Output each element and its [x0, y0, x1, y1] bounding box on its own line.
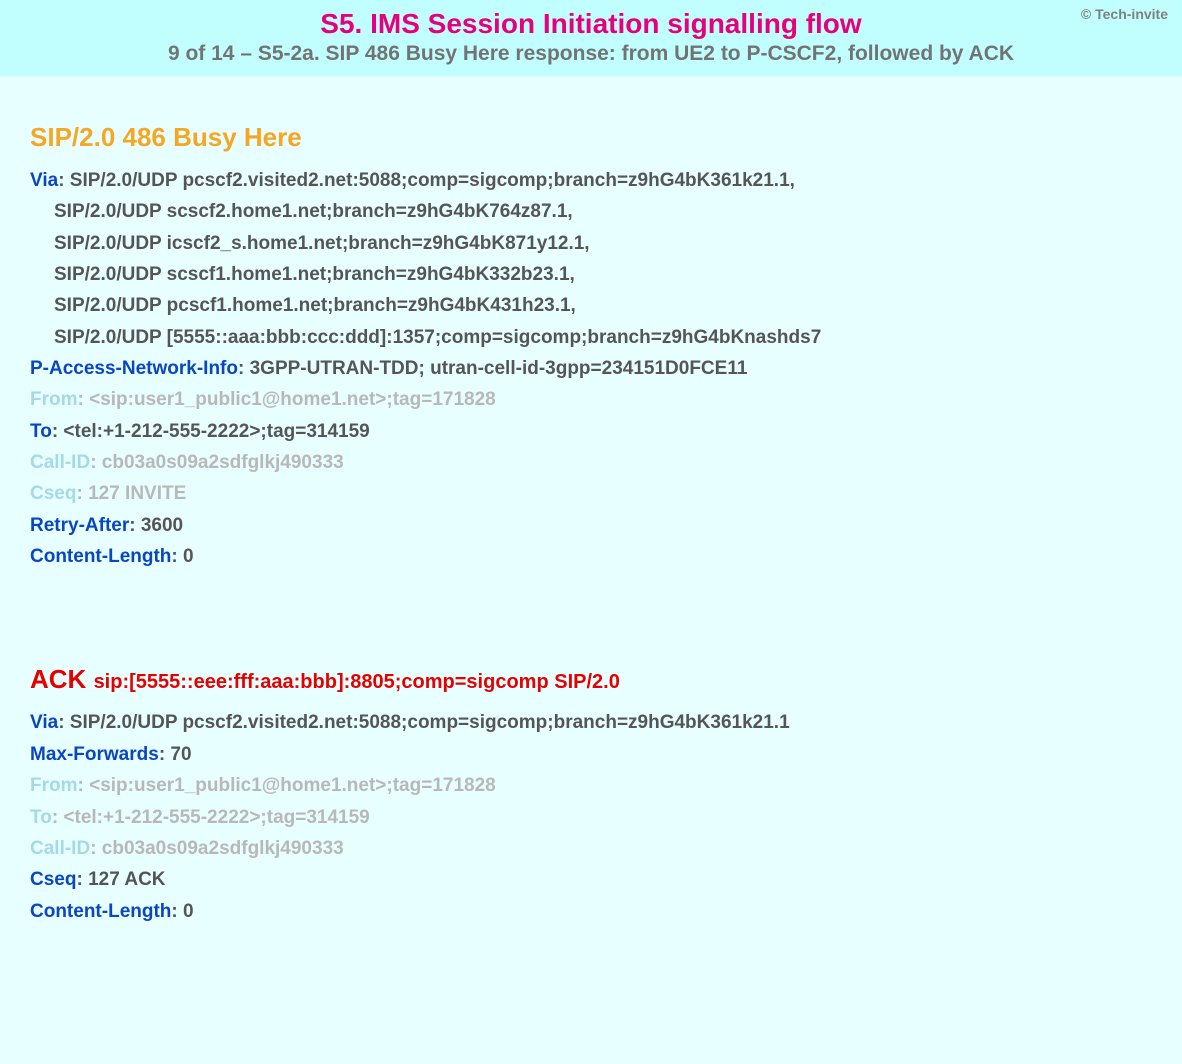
header-key: Call-ID: [30, 838, 90, 859]
header-value: : 0: [171, 546, 193, 567]
header-key: From: [30, 389, 78, 410]
header-key: P-Access-Network-Info: [30, 358, 238, 379]
header-value: : <tel:+1-212-555-2222>;tag=314159: [52, 807, 370, 828]
header-cseq: Cseq: 127 ACK: [30, 864, 1152, 895]
header-key: Retry-After: [30, 515, 129, 536]
page-title: S5. IMS Session Initiation signalling fl…: [14, 8, 1168, 40]
header-value: : 0: [171, 901, 193, 922]
header-via: Via: SIP/2.0/UDP pcscf2.visited2.net:508…: [30, 707, 1152, 738]
header-value: : 3600: [129, 515, 183, 536]
header-call-id: Call-ID: cb03a0s09a2sdfglkj490333: [30, 833, 1152, 864]
header-key: Via: [30, 170, 58, 191]
header-value: : 3GPP-UTRAN-TDD; utran-cell-id-3gpp=234…: [238, 358, 747, 379]
header-via-cont: SIP/2.0/UDP [5555::aaa:bbb:ccc:ddd]:1357…: [30, 322, 1152, 353]
header-value: : <sip:user1_public1@home1.net>;tag=1718…: [78, 389, 496, 410]
header-from: From: <sip:user1_public1@home1.net>;tag=…: [30, 770, 1152, 801]
sip-response-block: SIP/2.0 486 Busy Here Via: SIP/2.0/UDP p…: [30, 122, 1152, 572]
header-key: To: [30, 421, 52, 442]
header-p-access-network-info: P-Access-Network-Info: 3GPP-UTRAN-TDD; u…: [30, 353, 1152, 384]
header-key: Call-ID: [30, 452, 90, 473]
header: © Tech-invite S5. IMS Session Initiation…: [0, 0, 1182, 76]
content: SIP/2.0 486 Busy Here Via: SIP/2.0/UDP p…: [0, 76, 1182, 1049]
header-content-length: Content-Length: 0: [30, 541, 1152, 572]
header-key: Via: [30, 712, 58, 733]
header-via-cont: SIP/2.0/UDP scscf1.home1.net;branch=z9hG…: [30, 259, 1152, 290]
header-value: : SIP/2.0/UDP pcscf2.visited2.net:5088;c…: [58, 170, 795, 191]
header-value: : 127 ACK: [76, 869, 165, 890]
ack-request-uri: sip:[5555::eee:fff:aaa:bbb]:8805;comp=si…: [94, 671, 620, 693]
header-value: : SIP/2.0/UDP pcscf2.visited2.net:5088;c…: [58, 712, 789, 733]
header-to: To: <tel:+1-212-555-2222>;tag=314159: [30, 416, 1152, 447]
header-from: From: <sip:user1_public1@home1.net>;tag=…: [30, 384, 1152, 415]
header-key: Cseq: [30, 869, 76, 890]
header-value: : 70: [159, 744, 192, 765]
header-via-cont: SIP/2.0/UDP pcscf1.home1.net;branch=z9hG…: [30, 290, 1152, 321]
sip-response-title: SIP/2.0 486 Busy Here: [30, 122, 1152, 153]
header-to: To: <tel:+1-212-555-2222>;tag=314159: [30, 802, 1152, 833]
header-key: From: [30, 775, 78, 796]
header-content-length: Content-Length: 0: [30, 896, 1152, 927]
header-key: Cseq: [30, 483, 76, 504]
header-value: : cb03a0s09a2sdfglkj490333: [90, 452, 344, 473]
header-max-forwards: Max-Forwards: 70: [30, 739, 1152, 770]
page-subtitle: 9 of 14 – S5-2a. SIP 486 Busy Here respo…: [14, 42, 1168, 66]
header-cseq: Cseq: 127 INVITE: [30, 478, 1152, 509]
header-via: Via: SIP/2.0/UDP pcscf2.visited2.net:508…: [30, 165, 1152, 196]
header-value: : 127 INVITE: [76, 483, 186, 504]
header-via-cont: SIP/2.0/UDP icscf2_s.home1.net;branch=z9…: [30, 228, 1152, 259]
header-key: Max-Forwards: [30, 744, 159, 765]
header-call-id: Call-ID: cb03a0s09a2sdfglkj490333: [30, 447, 1152, 478]
header-value: : <sip:user1_public1@home1.net>;tag=1718…: [78, 775, 496, 796]
header-key: To: [30, 807, 52, 828]
header-via-cont: SIP/2.0/UDP scscf2.home1.net;branch=z9hG…: [30, 196, 1152, 227]
ack-method: ACK: [30, 664, 94, 694]
header-key: Content-Length: [30, 901, 171, 922]
copyright: © Tech-invite: [1081, 6, 1168, 22]
sip-ack-block: ACK sip:[5555::eee:fff:aaa:bbb]:8805;com…: [30, 664, 1152, 926]
sip-ack-title: ACK sip:[5555::eee:fff:aaa:bbb]:8805;com…: [30, 664, 1152, 695]
header-key: Content-Length: [30, 546, 171, 567]
header-value: : <tel:+1-212-555-2222>;tag=314159: [52, 421, 370, 442]
header-value: : cb03a0s09a2sdfglkj490333: [90, 838, 344, 859]
header-retry-after: Retry-After: 3600: [30, 510, 1152, 541]
